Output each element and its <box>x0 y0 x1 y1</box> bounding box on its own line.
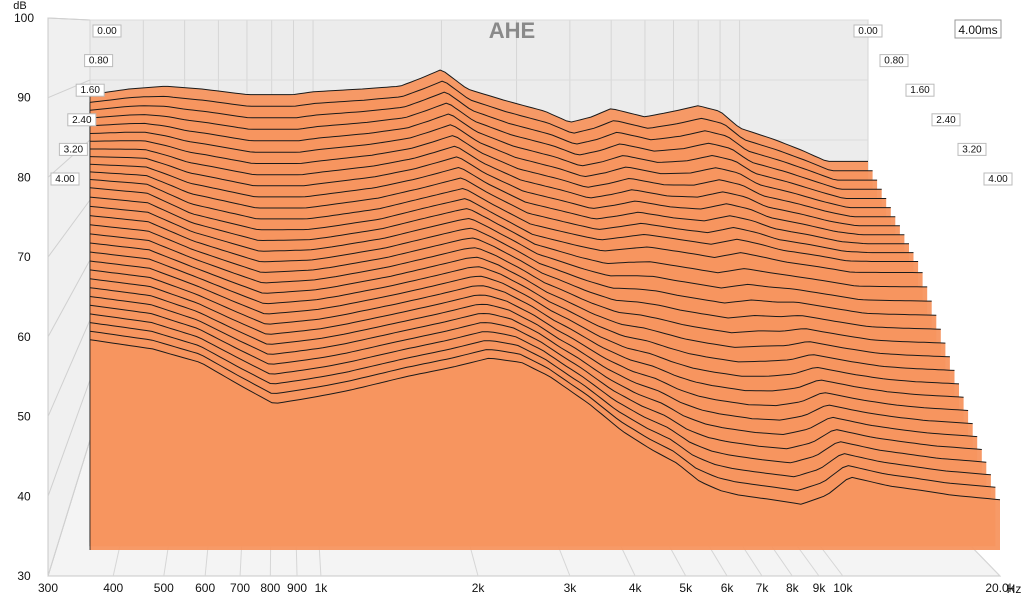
x-tick-label: 700 <box>230 581 250 595</box>
waterfall-slice-line <box>89 322 991 478</box>
y-tick-label: 60 <box>17 330 31 344</box>
grid-line-db <box>47 199 91 258</box>
time-tick-left: 0.00 <box>97 26 117 37</box>
y-tick-label: 100 <box>14 11 34 25</box>
waterfall-slice-line <box>89 269 964 398</box>
waterfall-slice-line <box>89 313 987 464</box>
grid-line-db <box>47 439 91 577</box>
waterfall-slice-line <box>89 156 905 236</box>
time-tick-right: 2.40 <box>936 115 956 126</box>
time-tick-right-box <box>957 142 987 156</box>
waterfall-slice-line <box>89 179 919 262</box>
time-tick-right: 0.80 <box>884 56 904 67</box>
waterfall-slice-line <box>89 251 955 371</box>
waterfall-slice-line <box>89 242 950 358</box>
time-tick-right-box <box>879 54 909 68</box>
time-tick-left-box <box>84 54 114 68</box>
grid-line-db <box>47 259 91 338</box>
x-tick-label: 4k <box>629 581 643 595</box>
x-tick-label: 600 <box>195 581 215 595</box>
y-tick-label: 40 <box>17 489 31 503</box>
waterfall-slice-line <box>89 296 978 438</box>
time-tick-right: 3.20 <box>962 144 982 155</box>
x-tick-label: 10k <box>833 581 853 595</box>
time-tick-left-box <box>92 24 122 38</box>
waterfall-slice-line <box>89 215 937 316</box>
chart-labels: AHE 4.00ms dB Hz 300 400 500 600 700 800 900 1k… <box>13 0 1021 596</box>
waterfall-slice-line <box>89 124 891 209</box>
waterfall-slice-line <box>89 91 878 181</box>
x-tick-label: 300 <box>38 581 58 595</box>
grid-line-db <box>47 379 91 497</box>
y-tick-label: 90 <box>17 91 31 105</box>
time-tick-right: 4.00 <box>988 174 1008 185</box>
x-tick-label: 3k <box>564 581 578 595</box>
y-tick-label: 50 <box>17 410 31 424</box>
x-tick-label: 1k <box>315 581 329 595</box>
time-tick-left: 4.00 <box>55 174 75 185</box>
time-badge: 4.00ms <box>958 23 997 37</box>
waterfall-slice <box>90 339 1000 550</box>
x-tick-label: 500 <box>154 581 174 595</box>
waterfall-slices <box>89 69 1001 550</box>
grid-line-db <box>47 319 91 417</box>
x-tick-label: 20.0k <box>985 581 1015 595</box>
waterfall-slice-line <box>89 304 982 450</box>
time-tick-right-box <box>983 172 1013 186</box>
chart-title: AHE <box>489 18 535 43</box>
x-tick-label: 6k <box>721 581 735 595</box>
time-tick-left: 2.40 <box>72 115 92 126</box>
waterfall-slice-line <box>89 113 887 199</box>
waterfall-slice-line <box>90 145 900 227</box>
x-tick-label: 8k <box>786 581 800 595</box>
time-badge-box <box>954 19 1002 39</box>
y-axis-unit: dB <box>13 0 26 12</box>
y-tick-label: 30 <box>17 569 31 583</box>
x-tick-label: 9k <box>813 581 827 595</box>
waterfall-slice-line <box>89 339 1001 505</box>
waterfall-slice-line <box>89 233 946 344</box>
time-tick-left: 0.80 <box>89 56 109 67</box>
waterfall-slice-line <box>89 330 996 492</box>
time-tick-right: 0.00 <box>858 26 878 37</box>
time-tick-left: 3.20 <box>64 144 84 155</box>
x-tick-label: 800 <box>260 581 280 595</box>
waterfall-slice-line <box>89 278 969 411</box>
x-axis-unit: Hz <box>1007 582 1022 596</box>
x-tick-label: 900 <box>287 581 307 595</box>
y-tick-label: 70 <box>17 250 31 264</box>
waterfall-slice-line <box>89 69 868 162</box>
waterfall-slice-line <box>89 102 882 190</box>
time-tick-left-box <box>58 142 88 156</box>
time-tick-left-box <box>75 83 105 97</box>
x-tick-label: 2k <box>472 581 486 595</box>
y-tick-label: 80 <box>17 170 31 184</box>
x-tick-label: 5k <box>679 581 693 595</box>
time-tick-right-box <box>905 83 935 97</box>
waterfall-slice-line <box>89 171 914 254</box>
time-tick-left: 1.60 <box>80 85 100 96</box>
time-tick-left-box <box>67 113 97 127</box>
x-tick-label: 7k <box>756 581 770 595</box>
time-tick-right-box <box>931 113 961 127</box>
waterfall-slice-line <box>89 224 941 330</box>
waterfall-slice-line <box>89 260 960 385</box>
waterfall-slice-line <box>89 287 973 425</box>
time-tick-right: 1.60 <box>910 85 930 96</box>
time-tick-left-box <box>50 172 80 186</box>
waterfall-slice-line <box>89 163 909 245</box>
waterfall-slice-line <box>89 80 873 172</box>
grid-line-db <box>47 17 91 21</box>
waterfall-slice-line <box>89 187 923 274</box>
x-tick-label: 400 <box>103 581 123 595</box>
waterfall-slice-line <box>89 205 932 302</box>
waterfall-slice-line <box>89 196 928 288</box>
grid-line-db <box>47 79 91 99</box>
time-tick-right-box <box>853 24 883 38</box>
waterfall-slice-line <box>89 135 896 218</box>
